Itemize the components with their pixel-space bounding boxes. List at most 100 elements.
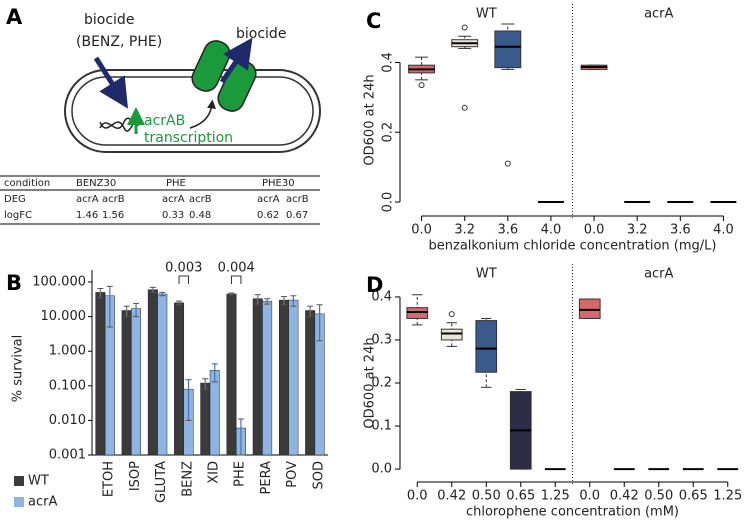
x-tick-label: PERA <box>259 461 274 495</box>
x-tick-label: 0.0 <box>411 223 432 238</box>
table-cell: acrB <box>102 194 125 205</box>
x-axis-title: chlorophene concentration (mM) <box>466 505 679 520</box>
bar <box>226 293 237 456</box>
outlier <box>461 24 468 31</box>
annotation: 0.004 <box>218 261 255 276</box>
table-cell: logFC <box>4 210 32 221</box>
y-tick-label: 0.4 <box>381 52 396 73</box>
box <box>440 328 463 341</box>
legend-label: WT <box>28 474 49 489</box>
bar <box>200 382 211 456</box>
process-label: transcription <box>144 130 233 146</box>
table-cell: acrB <box>189 194 212 205</box>
x-tick-label: 0.50 <box>644 489 673 504</box>
group-label: acrA <box>644 7 673 22</box>
arrow-out <box>219 37 253 84</box>
y-axis-title: % survival <box>11 335 26 402</box>
table-cell: acrA <box>257 194 280 205</box>
pump <box>191 40 231 92</box>
x-tick-label: 3.6 <box>497 223 518 238</box>
x-tick-label: 0.0 <box>584 223 605 238</box>
x-tick-label: 0.50 <box>472 489 501 504</box>
box <box>475 320 498 373</box>
table-header: PHE30 <box>262 178 295 189</box>
y-tick-label: 0.2 <box>381 122 396 143</box>
table-cell: acrB <box>286 194 309 205</box>
x-tick-label: 3.2 <box>627 223 648 238</box>
biocide-label: biocide <box>236 26 286 42</box>
table-cell: acrA <box>76 194 99 205</box>
y-tick-label: 0.0 <box>381 192 396 213</box>
y-tick-label: 0.4 <box>371 289 392 304</box>
y-tick-label: 0.100 <box>49 378 86 393</box>
table-header: PHE <box>166 178 186 189</box>
gene-label: acrAB <box>144 113 185 129</box>
table-cell: DEG <box>4 194 26 205</box>
cell-outer <box>64 69 321 153</box>
x-tick-label: GLUTA <box>154 461 169 503</box>
x-tick-label: 0.42 <box>610 489 639 504</box>
y-tick-label: 0.0 <box>371 462 392 477</box>
y-axis-title: OD600 at 24h <box>363 74 378 165</box>
bracket <box>231 275 242 284</box>
bar <box>288 299 299 456</box>
x-tick-label: 0.65 <box>506 489 535 504</box>
x-tick-label: 3.6 <box>670 223 691 238</box>
box <box>578 298 601 319</box>
deg-table: condition BENZ30 PHE PHE30 <box>0 175 320 225</box>
bar <box>278 299 289 456</box>
bar <box>262 300 273 456</box>
box <box>406 307 429 319</box>
outlier <box>448 311 455 318</box>
x-axis-title: benzalkonium chloride concentration (mg/… <box>429 239 717 254</box>
biocide-label: (BENZ, PHE) <box>76 34 162 50</box>
x-tick-label: PHE <box>233 461 248 487</box>
dna <box>99 117 139 132</box>
panel-label: A <box>6 5 23 29</box>
outlier <box>504 160 511 167</box>
panel-label: C <box>366 9 381 33</box>
table-header: BENZ30 <box>76 178 116 189</box>
y-tick-label: 100.000 <box>32 275 86 290</box>
bar <box>209 370 220 456</box>
bar <box>174 302 185 456</box>
bar <box>121 310 132 456</box>
x-tick-label: 1.25 <box>541 489 570 504</box>
outlier <box>418 82 425 89</box>
x-tick-label: XID <box>207 461 222 484</box>
y-tick-label: 0.1 <box>371 419 392 434</box>
y-tick-label: 0.001 <box>49 448 86 463</box>
bar <box>252 298 263 456</box>
group-label: WT <box>476 7 497 22</box>
bar <box>131 308 142 456</box>
x-tick-label: 4.0 <box>541 223 562 238</box>
y-tick-label: 0.010 <box>49 413 86 428</box>
curved-arrow <box>189 99 216 129</box>
table-cell: 1.46 <box>76 210 98 221</box>
x-tick-label: 0.42 <box>437 489 466 504</box>
table-cell: 0.33 <box>162 210 184 221</box>
legend-swatch <box>14 476 24 486</box>
x-tick-label: 0.65 <box>679 489 708 504</box>
panel-label: B <box>6 271 22 295</box>
group-label: WT <box>476 267 497 282</box>
x-tick-label: ISOP <box>128 461 143 491</box>
table-cell: 0.48 <box>189 210 211 221</box>
x-tick-label: 0.0 <box>407 489 428 504</box>
table-cell: 0.67 <box>286 210 308 221</box>
panel-label: D <box>366 273 383 297</box>
x-tick-label: 3.2 <box>454 223 475 238</box>
bracket <box>178 275 189 284</box>
outlier <box>461 104 468 111</box>
legend-swatch <box>14 497 24 507</box>
bar <box>147 289 158 456</box>
x-tick-label: POV <box>285 461 300 488</box>
y-tick-label: 1.000 <box>49 344 86 359</box>
bar <box>305 310 316 456</box>
y-axis-title: OD600 at 24h <box>363 337 378 428</box>
table-cell: acrA <box>162 194 185 205</box>
x-tick-label: 4.0 <box>713 223 734 238</box>
table-header: condition <box>4 178 50 189</box>
x-tick-label: ETOH <box>102 461 117 497</box>
